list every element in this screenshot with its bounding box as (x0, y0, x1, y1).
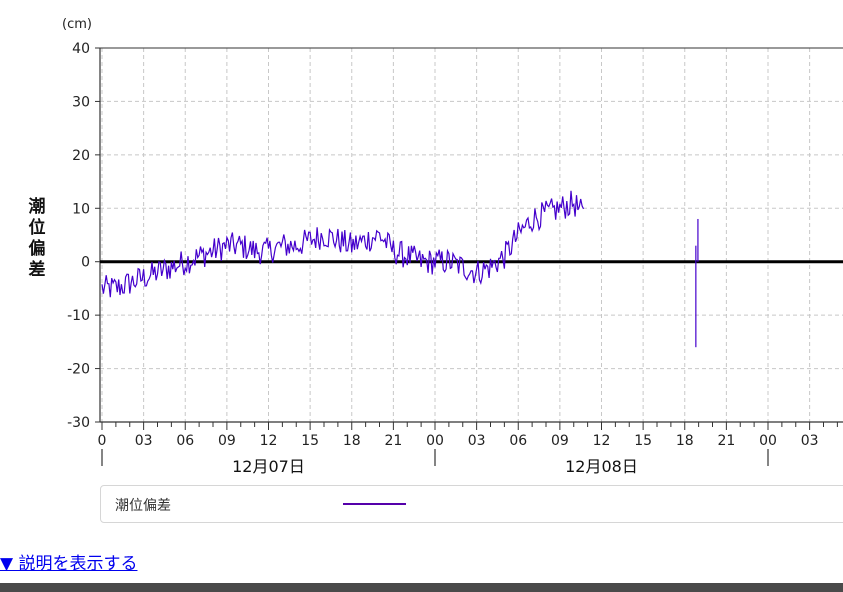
x-tick-label: 12 (593, 433, 611, 449)
show-description-link[interactable]: ▼ 説明を表示する (0, 554, 138, 574)
x-tick-label: 15 (301, 433, 319, 449)
y-tick-label: 30 (72, 94, 90, 110)
y-tick-label: 10 (72, 201, 90, 217)
y-tick-label: 20 (72, 148, 90, 164)
y-tick-label: -30 (67, 415, 90, 431)
y-tick-label: -20 (67, 362, 90, 378)
x-tick-label: 15 (634, 433, 652, 449)
x-tick-label: 12 (260, 433, 278, 449)
x-tick-label: 03 (801, 433, 819, 449)
x-date-label: 12月07日 (232, 457, 305, 476)
x-tick-label: 0 (98, 433, 107, 449)
x-tick-label: 18 (676, 433, 694, 449)
x-tick-label: 00 (426, 433, 444, 449)
x-tick-label: 03 (468, 433, 486, 449)
y-axis-label: 潮位偏差 (29, 196, 46, 280)
x-tick-label: 06 (509, 433, 527, 449)
x-tick-label: 18 (343, 433, 361, 449)
y-axis-unit: (cm) (62, 17, 92, 32)
x-tick-label: 06 (176, 433, 194, 449)
legend: 潮位偏差 (100, 485, 843, 523)
chart-series-layer (101, 190, 699, 348)
x-tick-label: 21 (717, 433, 735, 449)
chart-grid (100, 47, 843, 423)
x-tick-label: 21 (384, 433, 402, 449)
x-tick-label: 00 (759, 433, 777, 449)
bottom-bar (0, 583, 843, 592)
legend-swatch (343, 503, 406, 505)
legend-label: 潮位偏差 (115, 498, 171, 514)
x-tick-label: 09 (551, 433, 569, 449)
chart-axes: 40 30 20 10 0 -10 -20 -30 0 03 06 09 12 15 18 21 00 03 06 0… (67, 41, 843, 476)
x-tick-label: 03 (135, 433, 153, 449)
y-tick-label: 0 (81, 255, 90, 271)
tide-deviation-chart: 40 30 20 10 0 -10 -20 -30 0 03 06 09 12 15 18 21 00 03 06 0… (29, 17, 843, 476)
series-line (101, 190, 585, 298)
y-tick-label: -10 (67, 308, 90, 324)
x-tick-label: 09 (218, 433, 236, 449)
y-tick-label: 40 (72, 41, 90, 57)
x-date-label: 12月08日 (565, 457, 638, 476)
